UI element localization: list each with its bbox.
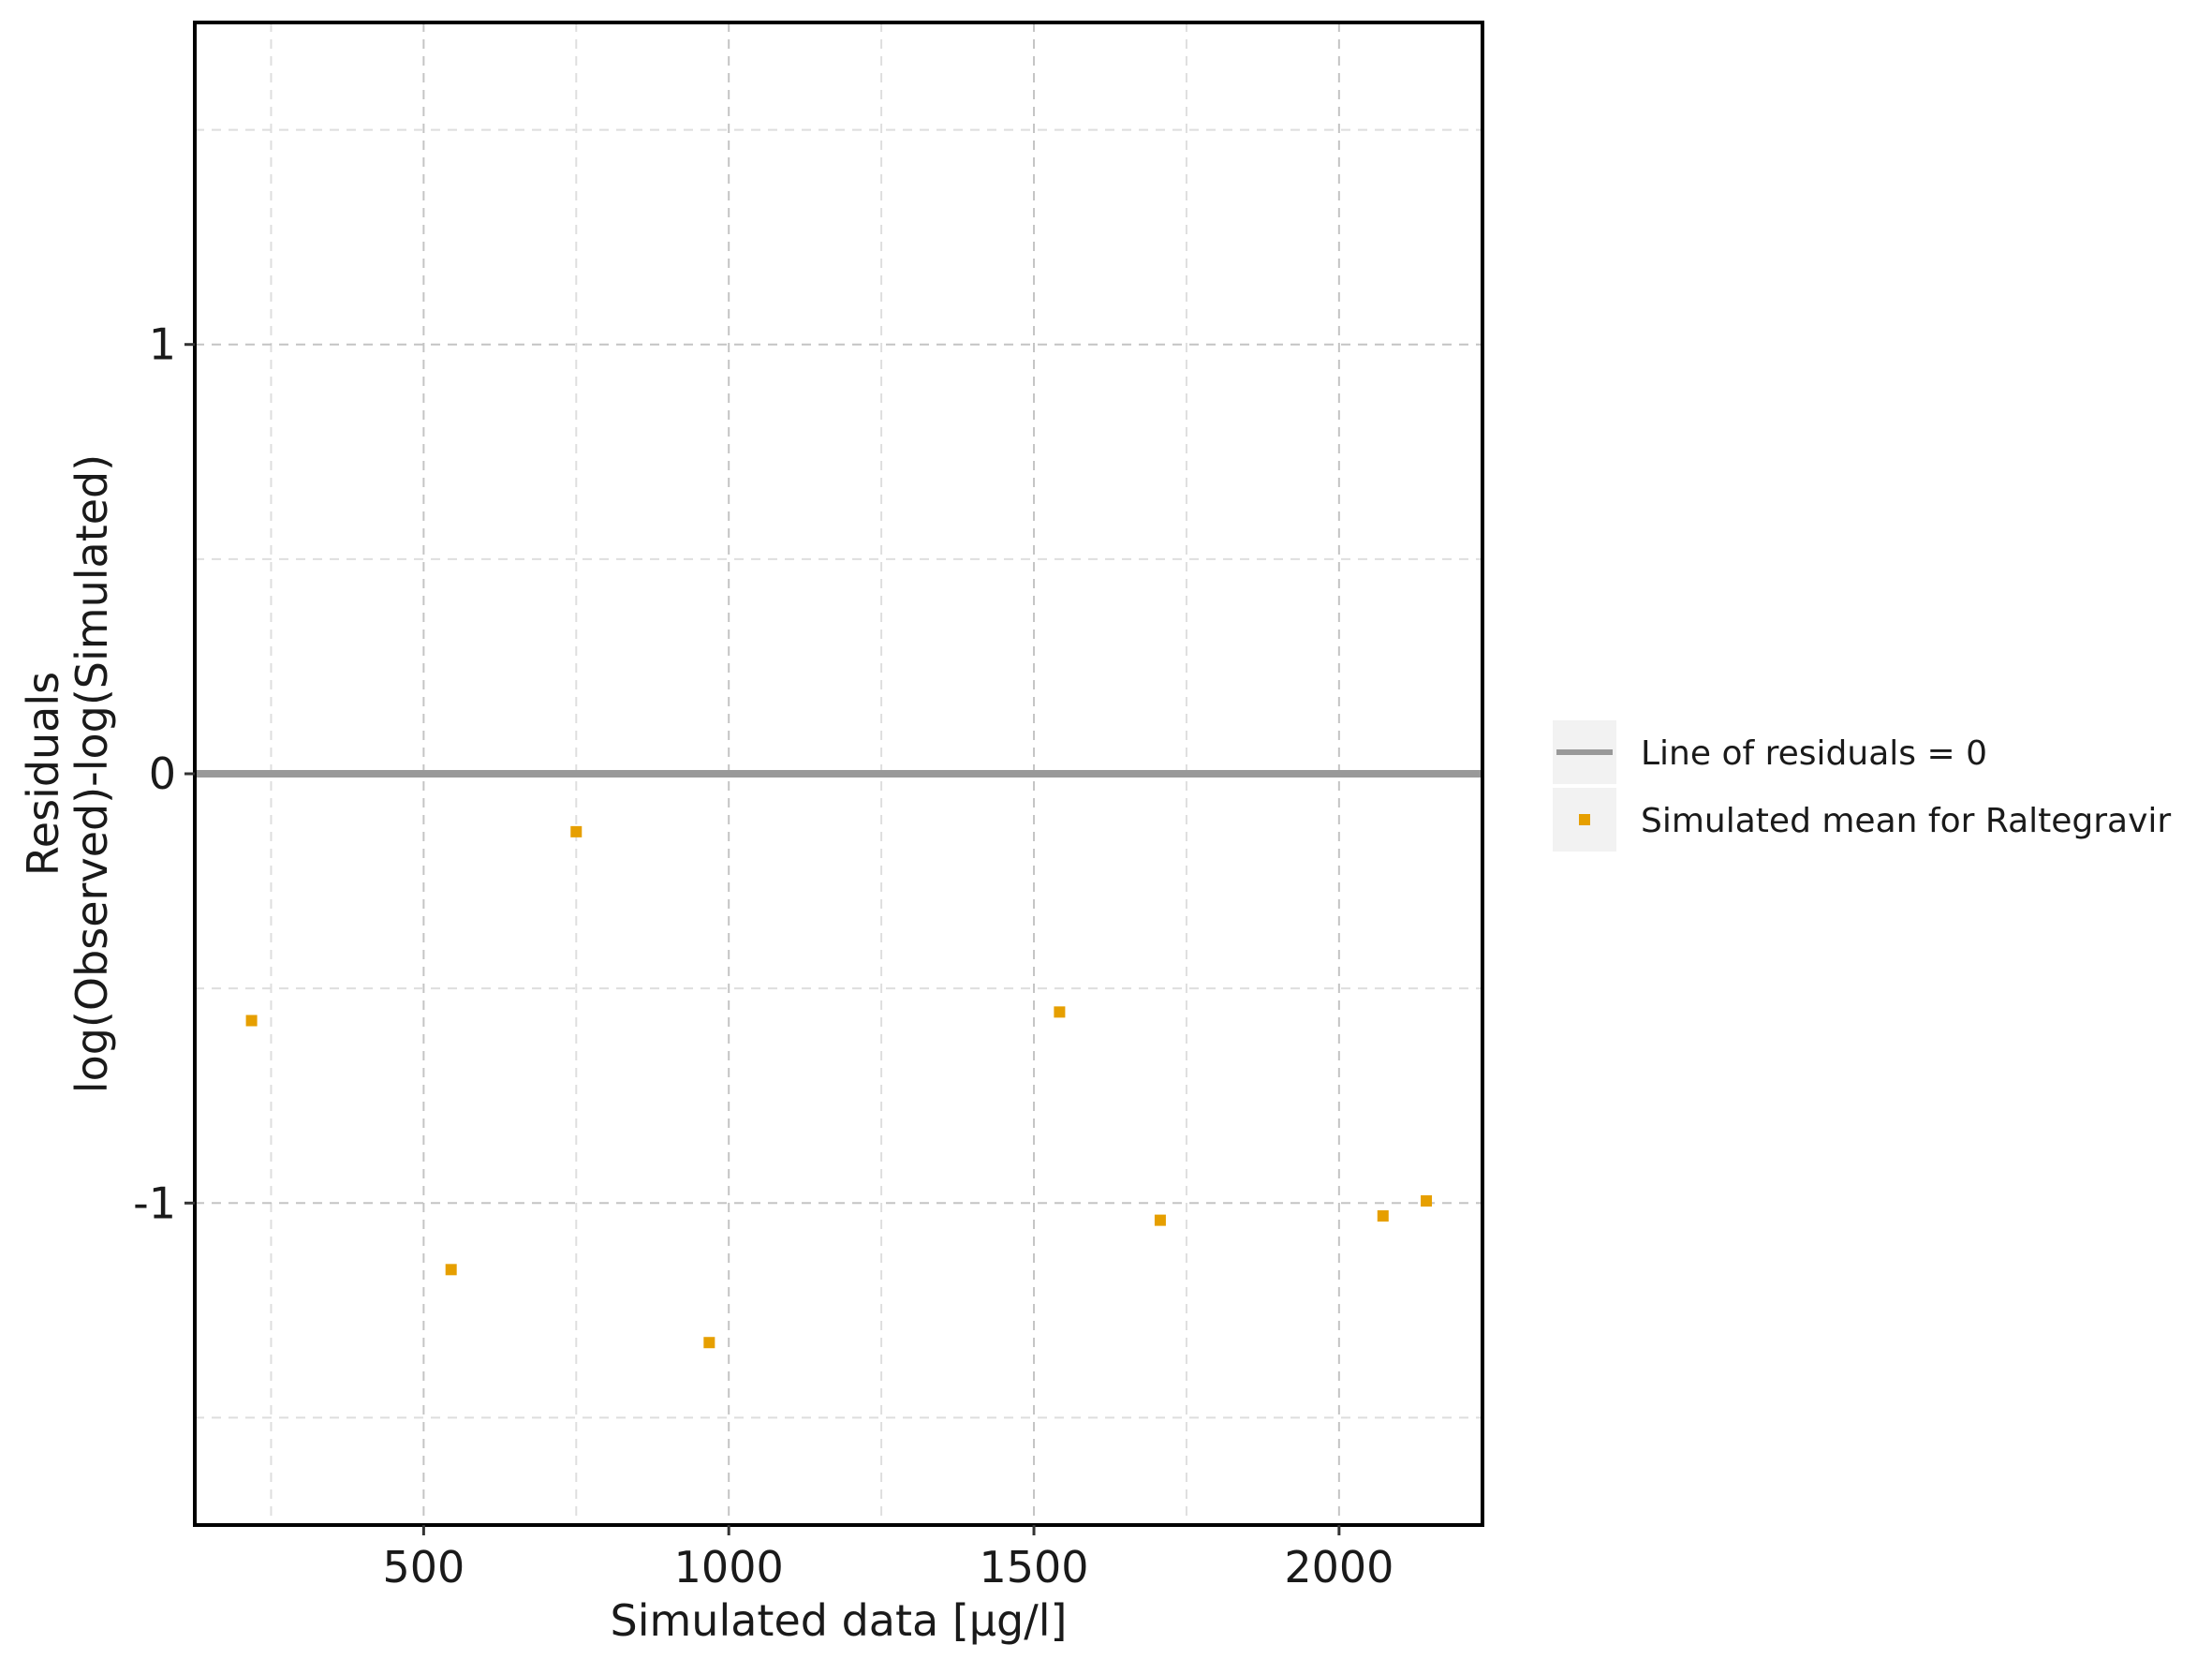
legend: Line of residuals = 0 Simulated mean for…: [1553, 720, 2171, 852]
legend-label-simulated-mean: Simulated mean for Raltegravir: [1641, 802, 2171, 840]
data-point: [703, 1337, 715, 1349]
data-point: [245, 1015, 258, 1027]
x-tick-label: 500: [382, 1542, 465, 1592]
x-tick-label: 1000: [674, 1542, 784, 1592]
legend-point-swatch: [1579, 814, 1590, 825]
data-point: [1054, 1006, 1066, 1018]
x-tick-label: 2000: [1284, 1542, 1394, 1592]
data-point: [1377, 1210, 1389, 1222]
y-axis-title: Residuals log(Observed)-log(Simulated): [18, 454, 117, 1093]
y-tick-label: 1: [149, 319, 176, 370]
y-axis-title-line-1: Residuals: [18, 672, 68, 876]
y-axis-title-line-2: log(Observed)-log(Simulated): [66, 454, 117, 1093]
x-tick-label: 1500: [979, 1542, 1088, 1592]
data-point: [570, 825, 582, 837]
legend-label-reference-line: Line of residuals = 0: [1641, 734, 1987, 773]
data-point: [1421, 1194, 1433, 1207]
data-point: [1154, 1214, 1166, 1226]
x-axis-ticks: 500 1000 1500 2000: [382, 1525, 1394, 1592]
data-points: [245, 825, 1433, 1349]
x-axis-title: Simulated data [µg/l]: [611, 1595, 1068, 1646]
y-tick-label: -1: [133, 1178, 176, 1228]
y-axis-ticks: -1 0 1: [133, 319, 195, 1228]
y-tick-label: 0: [149, 748, 176, 799]
data-point: [445, 1264, 457, 1276]
